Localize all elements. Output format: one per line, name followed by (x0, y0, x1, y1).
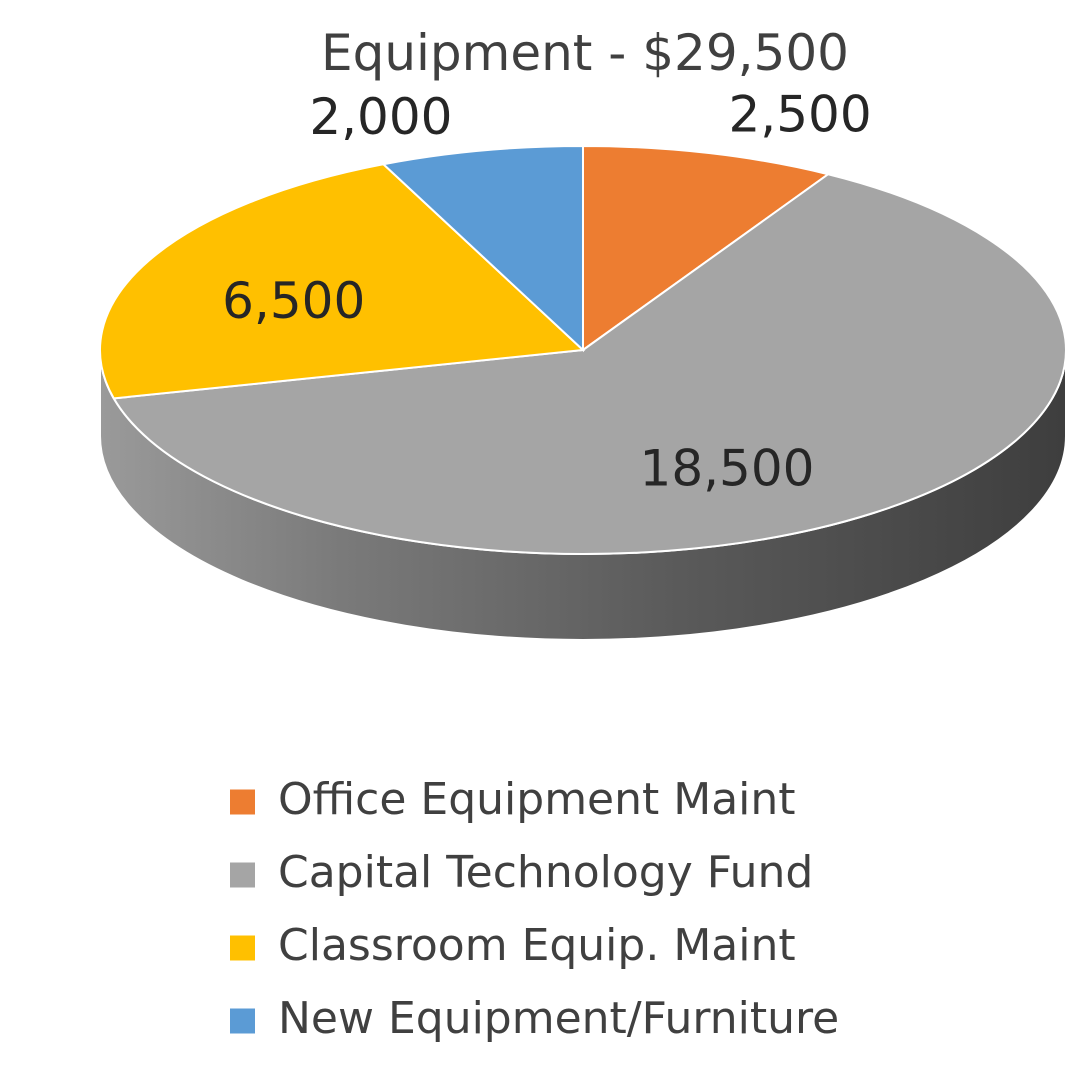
legend-label-2: Classroom Equip. Maint (278, 920, 796, 971)
legend-swatch-1 (230, 862, 255, 888)
pie-slice-2 (99, 163, 586, 400)
legend-swatch-0 (230, 789, 255, 815)
legend-label-1: Capital Technology Fund (278, 847, 813, 898)
legend-label-3: New Equipment/Furniture (278, 993, 839, 1044)
legend-swatch-3 (230, 1008, 255, 1034)
pie-slice-1 (112, 173, 1067, 555)
data-label-0: 2,500 (729, 86, 872, 144)
pie-data-labels: 2,500 18,500 6,500 2,000 (222, 86, 872, 498)
pie-slice-0 (582, 144, 831, 352)
chart-title: Equipment - $29,500 (321, 24, 849, 82)
data-label-3: 2,000 (309, 88, 452, 146)
data-label-1: 18,500 (640, 439, 815, 497)
legend-swatch-2 (230, 935, 255, 961)
data-label-2: 6,500 (222, 272, 365, 330)
pie-slice-3 (381, 144, 584, 353)
pie-slices (99, 144, 1067, 555)
legend-label-0: Office Equipment Maint (278, 774, 796, 825)
legend: Office Equipment Maint Capital Technology… (230, 774, 839, 1044)
